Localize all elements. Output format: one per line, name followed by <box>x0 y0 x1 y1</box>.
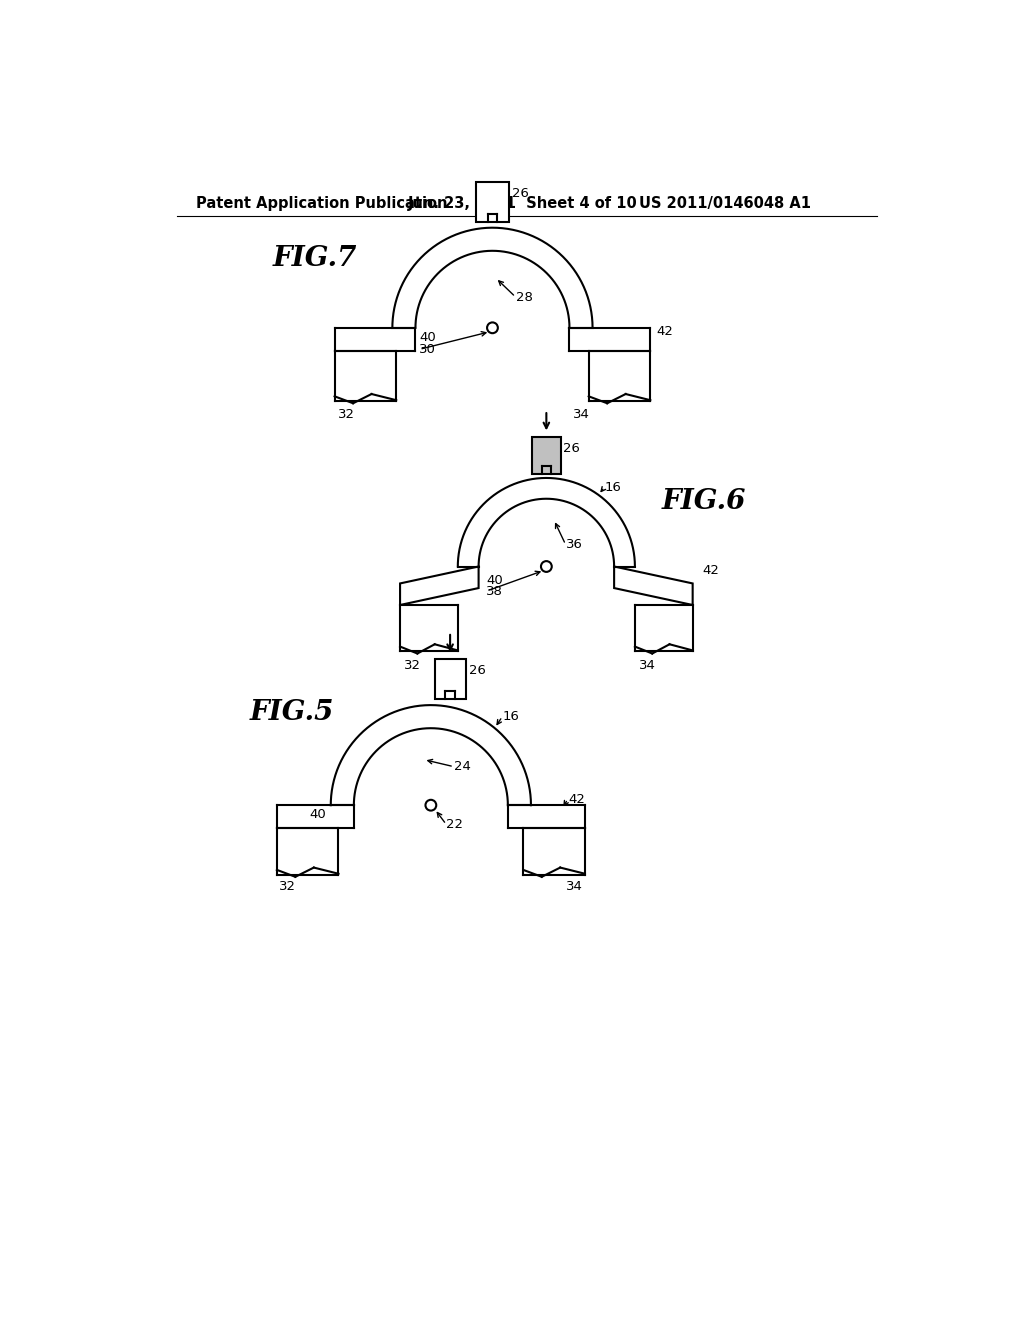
Text: 34: 34 <box>573 408 590 421</box>
Polygon shape <box>531 437 561 474</box>
Text: 36: 36 <box>565 539 583 550</box>
Polygon shape <box>476 181 509 222</box>
Polygon shape <box>435 659 466 700</box>
Text: 26: 26 <box>469 664 486 677</box>
Text: 42: 42 <box>701 564 719 577</box>
Text: Patent Application Publication: Patent Application Publication <box>196 195 447 211</box>
Text: 32: 32 <box>403 659 421 672</box>
Text: 34: 34 <box>565 879 583 892</box>
Text: 24: 24 <box>454 760 471 774</box>
Text: 30: 30 <box>419 343 436 356</box>
Text: 42: 42 <box>568 792 585 805</box>
Text: 22: 22 <box>446 818 463 832</box>
Text: FIG.6: FIG.6 <box>662 487 746 515</box>
Text: 32: 32 <box>339 408 355 421</box>
Text: 32: 32 <box>280 879 296 892</box>
Text: 34: 34 <box>639 659 655 672</box>
Text: 42: 42 <box>656 325 674 338</box>
Text: Jun. 23, 2011  Sheet 4 of 10: Jun. 23, 2011 Sheet 4 of 10 <box>408 195 638 211</box>
Text: 28: 28 <box>515 290 532 304</box>
Text: US 2011/0146048 A1: US 2011/0146048 A1 <box>639 195 811 211</box>
Text: 38: 38 <box>486 585 503 598</box>
Text: 40: 40 <box>309 808 326 821</box>
Text: 40: 40 <box>486 574 503 587</box>
Text: 16: 16 <box>604 480 622 494</box>
Text: 26: 26 <box>563 442 581 454</box>
Text: FIG.7: FIG.7 <box>273 246 357 272</box>
Text: 26: 26 <box>512 187 529 201</box>
Text: FIG.5: FIG.5 <box>250 700 334 726</box>
Text: 16: 16 <box>503 710 519 723</box>
Text: 40: 40 <box>419 330 436 343</box>
